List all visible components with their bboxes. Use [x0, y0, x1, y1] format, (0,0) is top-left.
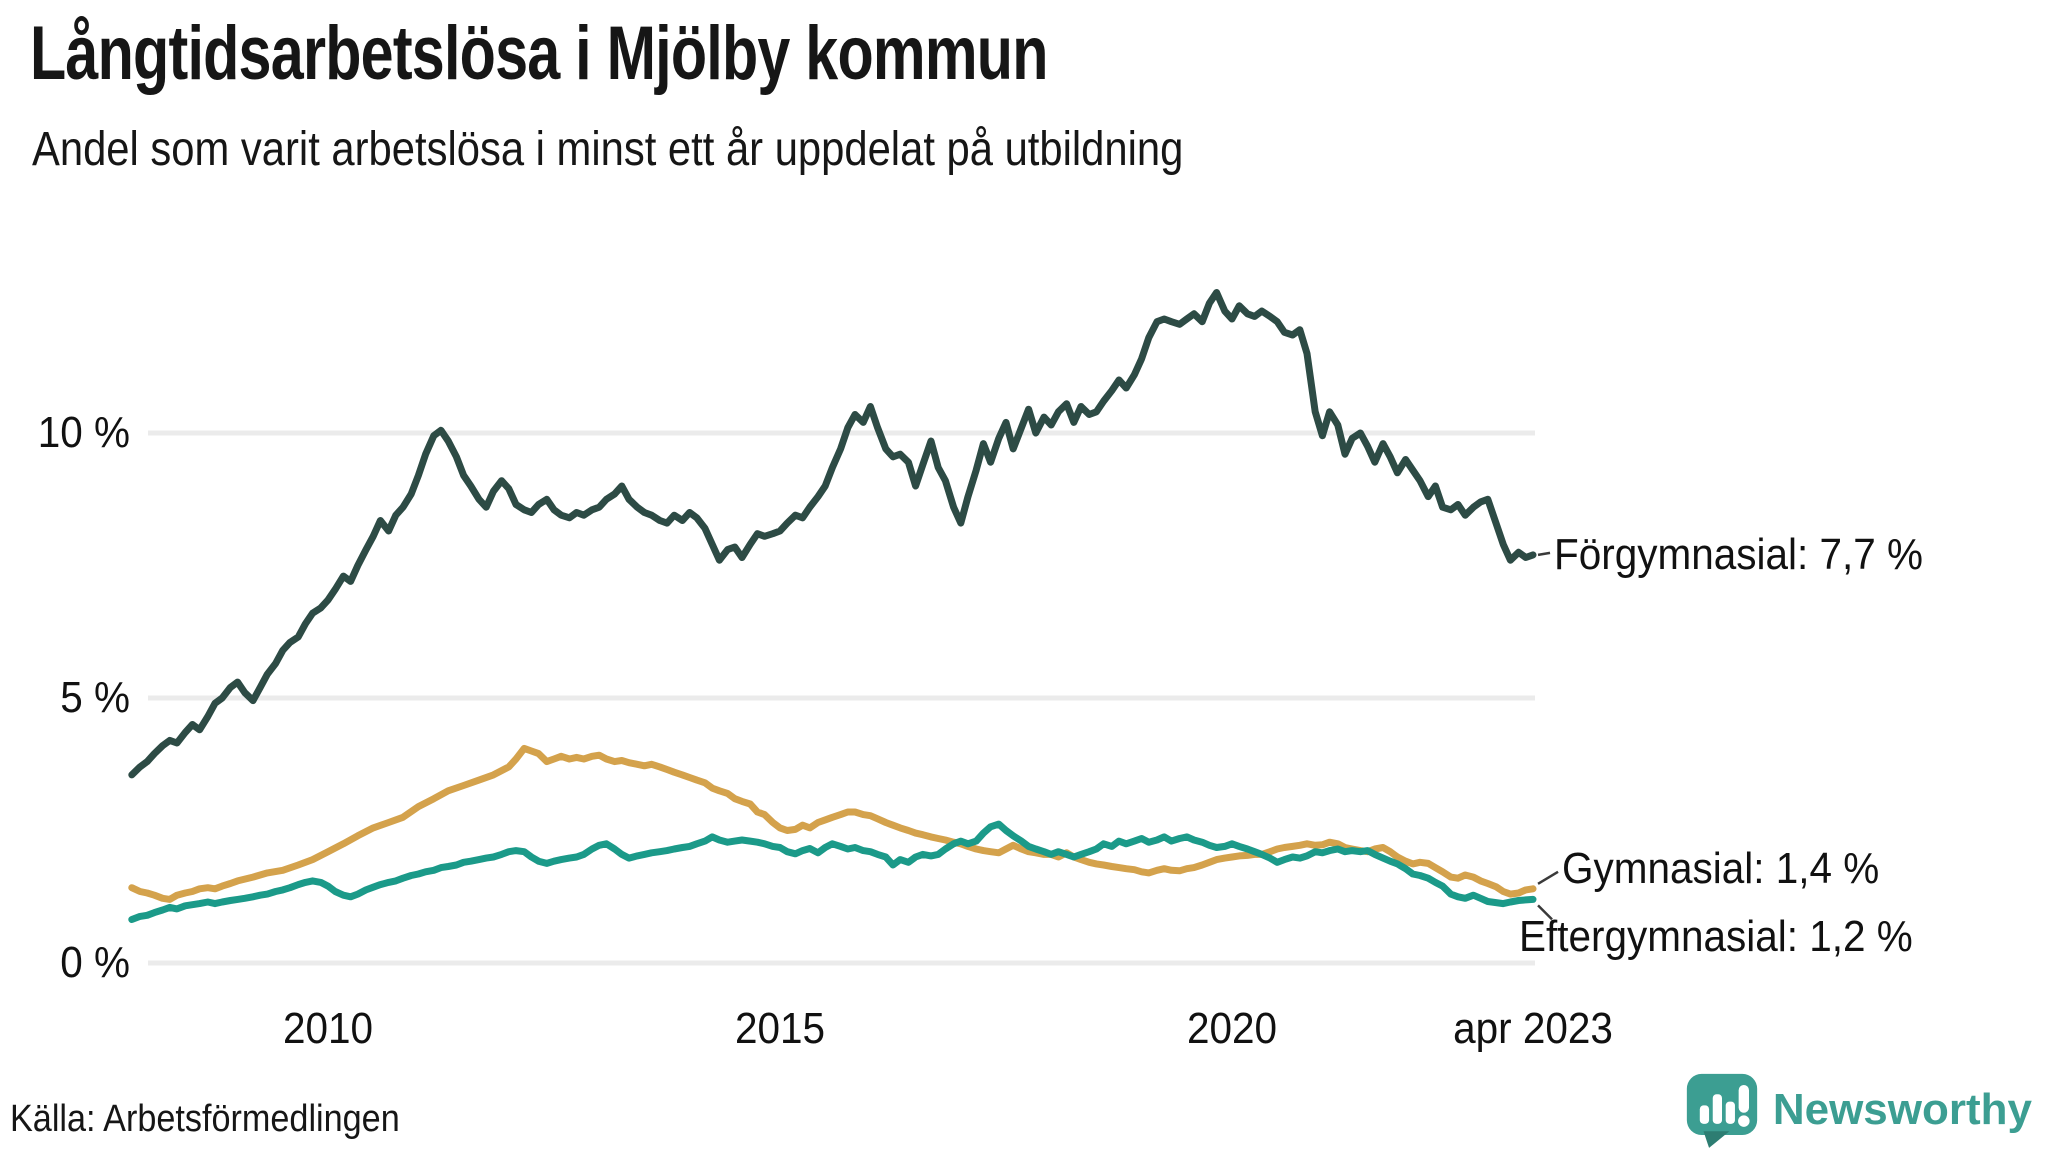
series-line-gymnasial: [128, 744, 1537, 903]
x-axis-tick-label: apr 2023: [1453, 1004, 1613, 1053]
series-line-eftergymnasial: [128, 820, 1537, 923]
newsworthy-logo: Newsworthy: [1685, 1072, 2032, 1148]
newsworthy-wordmark: Newsworthy: [1772, 1085, 2032, 1134]
source-caption: Källa: Arbetsförmedlingen: [10, 1098, 400, 1140]
series-end-label-förgymnasial: Förgymnasial: 7,7 %: [1554, 529, 1924, 579]
x-axis-tick-label: 2010: [282, 1004, 374, 1053]
y-axis-tick-label: 10 %: [37, 408, 130, 457]
x-axis-tick-label: 2020: [1186, 1004, 1278, 1053]
chart-subtitle: Andel som varit arbetslösa i minst ett å…: [32, 123, 1184, 176]
x-axis-tick-label: 2015: [734, 1004, 826, 1053]
series-end-label-gymnasial: Gymnasial: 1,4 %: [1562, 843, 1880, 893]
page-title: Långtidsarbetslösa i Mjölby kommun: [30, 11, 1048, 96]
y-axis-tick-label: 5 %: [60, 673, 130, 722]
series-line-förgymnasial: [128, 289, 1537, 779]
series-end-label-eftergymnasial: Eftergymnasial: 1,2 %: [1519, 912, 1913, 962]
label-connector-line: [1537, 870, 1559, 885]
y-axis-tick-label: 0 %: [60, 938, 130, 987]
newsworthy-speech-bubble-icon: [1686, 1073, 1757, 1148]
label-connector-line: [1537, 551, 1551, 557]
label-connector-line: [1537, 904, 1553, 921]
